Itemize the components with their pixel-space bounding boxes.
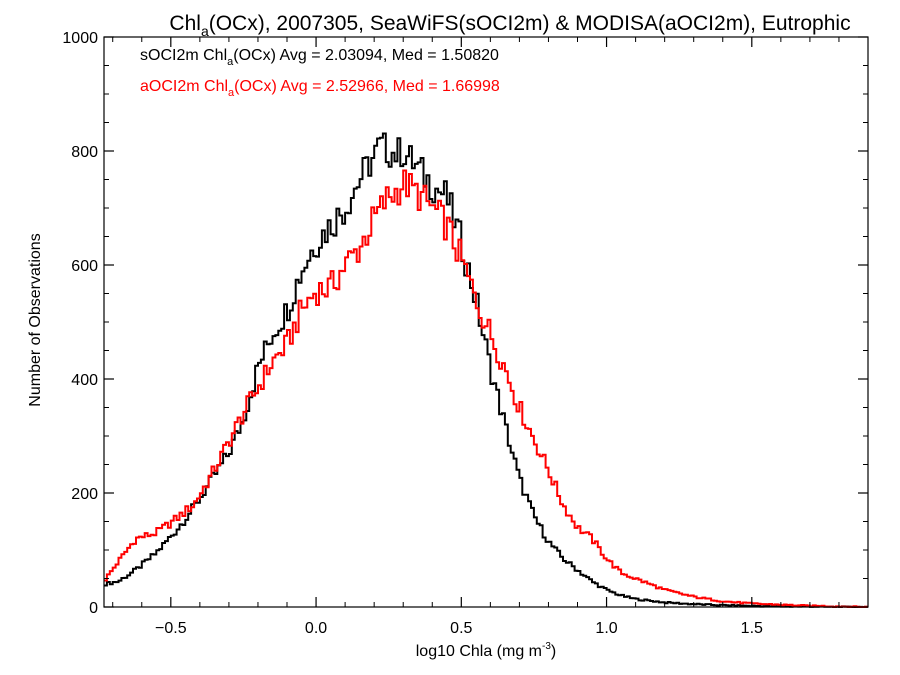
y-tick-label: 1000 [62, 30, 98, 47]
y-tick-label: 400 [71, 372, 98, 389]
x-tick-label: 1.5 [741, 620, 763, 637]
series-layer [104, 132, 868, 608]
series-0-line [104, 132, 868, 608]
legend-entry-sOCI2m: sOCI2m Chla(OCx) Avg = 2.03094, Med = 1.… [140, 47, 499, 68]
y-tick-label: 200 [71, 486, 98, 503]
y-axis-label: Number of Observations [27, 233, 44, 406]
legend-entry-aOCI2m: aOCI2m Chla(OCx) Avg = 2.52966, Med = 1.… [140, 78, 500, 99]
y-tick-label: 0 [89, 600, 98, 617]
x-tick-label: 0.0 [305, 620, 327, 637]
x-axis-label: log10 Chla (mg m-3) [416, 641, 557, 660]
ticks-layer: −0.5 0.0 0.5 1.0 1.5 0 200 400 600 800 1000 [62, 30, 869, 637]
series-1-line [104, 169, 868, 608]
y-tick-label: 600 [71, 258, 98, 275]
chart-title: Chla(OCx), 2007305, SeaWiFS(sOCI2m) & MO… [169, 12, 850, 39]
x-tick-label: 1.0 [595, 620, 617, 637]
y-tick-label: 800 [71, 144, 98, 161]
x-tick-label: −0.5 [155, 620, 187, 637]
x-tick-label: 0.5 [450, 620, 472, 637]
